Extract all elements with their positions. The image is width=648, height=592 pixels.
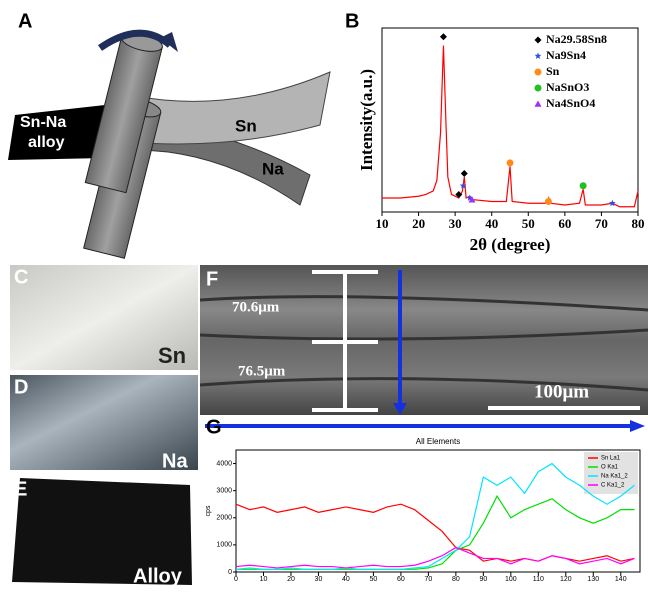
schematic: Sn-Na alloy Sn Na: [8, 29, 330, 258]
sn-label: Sn: [235, 116, 257, 135]
marker: [440, 33, 447, 40]
y-tick-label: 1000: [216, 542, 232, 549]
data-line: [236, 464, 635, 570]
x-tick-label: 60: [397, 576, 405, 583]
y-tick-label: 2000: [216, 515, 232, 522]
x-tick-label: 70: [424, 576, 432, 583]
x-tick-label: 0: [234, 576, 238, 583]
panel-label: D: [14, 376, 28, 398]
x-tick-label: 50: [370, 576, 378, 583]
data-line: [236, 548, 635, 568]
panel-label: E: [14, 478, 27, 500]
legend-marker: [535, 37, 542, 44]
panel-label: C: [14, 266, 28, 288]
legend-marker: [535, 85, 542, 92]
na-label: Na: [262, 159, 284, 178]
scan-direction-head: [630, 420, 645, 432]
figure: Sn-Na alloy Sn Na Sn Na Alloy 70.6μm 76.…: [0, 0, 648, 592]
thickness-label: 76.5μm: [238, 363, 286, 379]
legend-marker: [535, 53, 542, 59]
x-tick-label: 110: [533, 576, 544, 583]
marker: [609, 200, 616, 206]
x-tick-label: 30: [449, 216, 462, 231]
panel-label: B: [345, 10, 359, 32]
marker: [507, 159, 514, 166]
marker: [461, 170, 468, 177]
x-tick-label: 10: [376, 216, 389, 231]
sn-strip: [130, 72, 330, 144]
legend-label: Na4SnO4: [546, 96, 595, 110]
plot-frame: [236, 450, 640, 572]
x-tick-label: 60: [558, 216, 571, 231]
legend-label: Sn La1: [601, 456, 621, 462]
legend-marker: [535, 101, 542, 107]
photo-label: Alloy: [133, 565, 183, 587]
legend-label: Na Ka1_2: [601, 474, 628, 480]
x-tick-label: 20: [412, 216, 425, 231]
y-tick-label: 0: [228, 569, 232, 576]
legend-label: Na29.58Sn8: [546, 32, 607, 46]
legend-marker: [535, 69, 542, 76]
page: Sn-Na alloy Sn Na Sn Na Alloy 70.6μm 76.…: [0, 0, 648, 592]
x-tick-label: 90: [479, 576, 487, 583]
data-line: [236, 504, 635, 561]
y-axis-label: cps: [205, 505, 212, 516]
x-tick-label: 40: [485, 216, 498, 231]
legend-label: Na9Sn4: [546, 48, 586, 62]
x-tick-label: 140: [615, 576, 627, 583]
x-axis-label: 2θ (degree): [470, 235, 551, 254]
legend-label: NaSnO3: [546, 80, 589, 94]
legend-label: Sn: [546, 64, 560, 78]
data-line: [382, 46, 638, 207]
photo-label: Sn: [158, 343, 186, 368]
panel-label: A: [18, 10, 32, 32]
x-tick-label: 130: [587, 576, 599, 583]
x-tick-label: 20: [287, 576, 295, 583]
y-tick-label: 4000: [216, 460, 232, 467]
alloy-label: alloy: [28, 134, 65, 151]
scale-label: 100μm: [534, 381, 589, 402]
x-tick-label: 50: [522, 216, 535, 231]
panel-label: F: [206, 268, 218, 290]
thickness-label: 70.6μm: [232, 299, 280, 315]
x-tick-label: 100: [505, 576, 517, 583]
x-tick-label: 120: [560, 576, 572, 583]
x-tick-label: 30: [315, 576, 323, 583]
x-tick-label: 10: [260, 576, 268, 583]
x-tick-label: 70: [595, 216, 608, 231]
plot-frame: [382, 28, 638, 212]
x-tick-label: 40: [342, 576, 350, 583]
x-tick-label: 80: [632, 216, 645, 231]
legend-label: C Ka1_2: [601, 483, 625, 489]
chart-title: All Elements: [416, 437, 460, 446]
y-tick-label: 3000: [216, 488, 232, 495]
photo-label: Na: [162, 450, 188, 472]
alloy-label: Sn-Na: [20, 114, 66, 131]
panel-label: G: [206, 416, 222, 438]
legend-label: O Ka1: [601, 465, 619, 471]
marker: [545, 198, 552, 205]
x-tick-label: 80: [452, 576, 460, 583]
y-axis-label: Intensity(a.u.): [357, 69, 376, 171]
marker: [580, 182, 587, 189]
